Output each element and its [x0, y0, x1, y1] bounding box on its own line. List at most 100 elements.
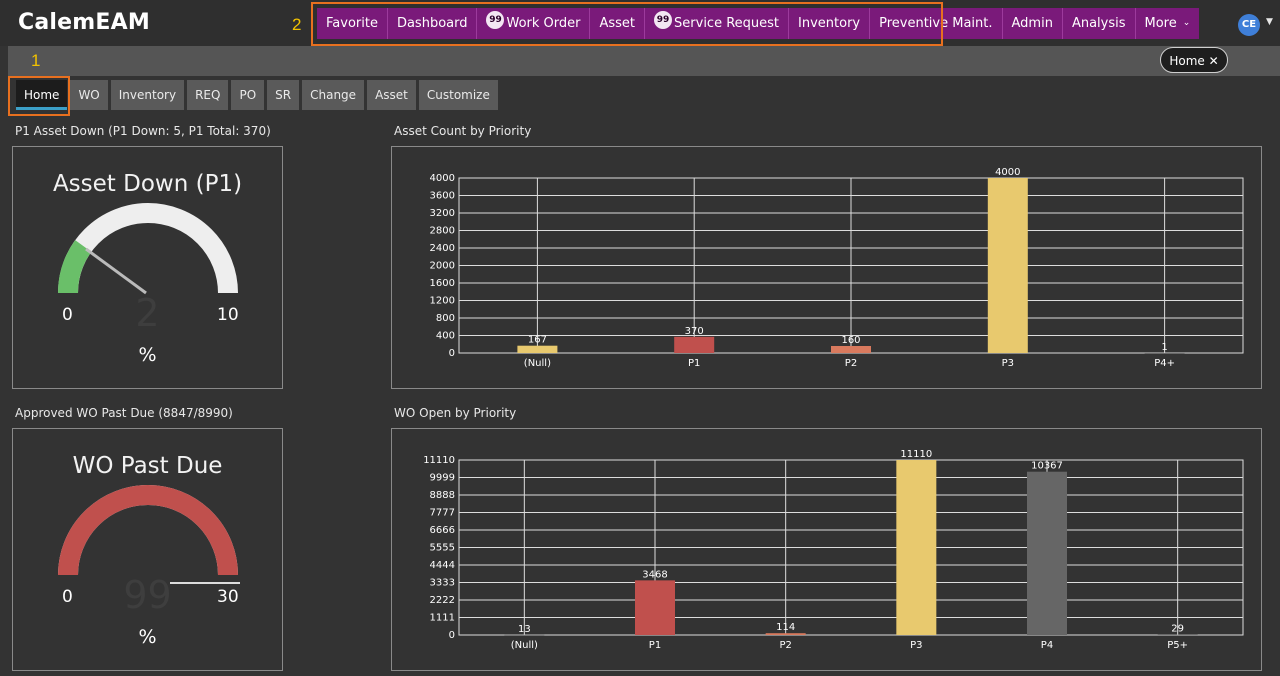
data-label: 29 [1171, 624, 1184, 635]
nav-label: Preventive Maint. [879, 16, 993, 31]
data-label: 3468 [642, 569, 667, 580]
nav-service-request[interactable]: 99 Service Request [645, 8, 790, 39]
bar [504, 634, 545, 636]
nav-label: Work Order [506, 16, 581, 31]
bar [765, 633, 806, 635]
nav-admin[interactable]: Admin [1002, 8, 1063, 39]
y-tick-label: 9999 [430, 473, 455, 484]
gauge-fill [58, 240, 92, 294]
chart-panel-wo-open: 0 1111 2222 3333 4444 5555 6666 7777 8888 9999 111… [391, 428, 1262, 671]
data-label: 370 [685, 326, 704, 337]
x-tick-label: P3 [1002, 358, 1014, 369]
y-tick-label: 5555 [430, 543, 455, 554]
nav-label: Admin [1011, 16, 1053, 31]
y-tick-label: 0 [449, 630, 455, 641]
y-tick-label: 4444 [430, 560, 455, 571]
tab-wo[interactable]: WO [70, 80, 108, 110]
nav-preventive-maint[interactable]: Preventive Maint. [870, 8, 1003, 39]
gauge-min-label: 0 [62, 587, 73, 607]
gauge-panel-wo-past-due: WO Past Due 99 0 30 % [12, 428, 283, 671]
open-tab-label: Home [1169, 54, 1205, 68]
tab-customize[interactable]: Customize [418, 80, 498, 110]
nav-more[interactable]: More ⌄ [1135, 8, 1200, 39]
data-label: 13 [518, 624, 531, 635]
annotation-box-1 [8, 76, 70, 116]
gauge-max-label: 30 [217, 587, 239, 607]
data-label: 1 [1161, 342, 1167, 353]
gauge-title: WO Past Due [72, 453, 223, 479]
y-tick-label: 2800 [430, 226, 455, 237]
nav-label: Dashboard [396, 16, 468, 31]
nav-favorite[interactable]: Favorite [317, 8, 388, 39]
bar [1157, 634, 1198, 636]
x-tick-label: P4+ [1154, 358, 1175, 369]
nav-inventory[interactable]: Inventory [789, 8, 871, 39]
bar [896, 460, 937, 635]
chevron-down-icon: ⌄ [1182, 18, 1191, 28]
x-tick-label: P2 [779, 640, 791, 651]
y-tick-label: 3600 [430, 191, 455, 202]
x-tick-label: P5+ [1167, 640, 1188, 651]
asset-count-chart: 0 400 800 1200 1600 2000 2400 2800 3200 3600 4000 1… [430, 167, 1244, 369]
gauge-needle [85, 247, 147, 295]
y-tick-label: 3333 [430, 578, 455, 589]
x-tick-label: (Null) [511, 640, 538, 651]
x-tick-label: P2 [845, 358, 857, 369]
tab-home[interactable]: Home [16, 80, 68, 110]
bar [987, 178, 1028, 353]
caret-down-icon[interactable]: ▼ [1266, 17, 1273, 27]
open-tabs-bar [8, 46, 1280, 76]
y-tick-label: 1200 [430, 296, 455, 307]
bar [635, 580, 675, 635]
gauge-unit: % [138, 626, 157, 648]
y-tick-label: 4000 [430, 173, 455, 184]
count-badge: 99 [654, 10, 673, 29]
chart2-section-title: WO Open by Priority [394, 406, 517, 420]
nav-work-order[interactable]: 99 Work Order [477, 8, 591, 39]
nav-analysis[interactable]: Analysis [1062, 8, 1136, 39]
y-tick-label: 1600 [430, 278, 455, 289]
y-tick-label: 6666 [430, 525, 455, 536]
gauge-unit: % [138, 344, 157, 366]
data-label: 167 [528, 335, 547, 346]
tab-change[interactable]: Change [302, 80, 365, 110]
gauge-max-label: 10 [217, 305, 239, 325]
tab-po[interactable]: PO [231, 80, 265, 110]
nav-dashboard[interactable]: Dashboard [387, 8, 478, 39]
user-avatar[interactable]: CE [1238, 14, 1260, 36]
chart1-section-title: Asset Count by Priority [394, 124, 532, 138]
y-tick-label: 2400 [430, 243, 455, 254]
annotation-number-1: 1 [31, 51, 41, 70]
tab-inventory[interactable]: Inventory [110, 80, 185, 110]
data-label: 160 [841, 335, 860, 346]
close-icon[interactable]: ✕ [1208, 54, 1219, 68]
x-tick-label: P1 [688, 358, 700, 369]
x-tick-label: P4 [1041, 640, 1053, 651]
tab-req[interactable]: REQ [187, 80, 229, 110]
y-tick-label: 3200 [430, 208, 455, 219]
data-label: 114 [776, 622, 795, 633]
open-tab-home[interactable]: Home ✕ [1160, 47, 1228, 73]
wo-open-chart: 0 1111 2222 3333 4444 5555 6666 7777 8888 9999 111… [423, 449, 1244, 651]
data-label: 4000 [995, 167, 1020, 178]
count-badge: 99 [486, 10, 505, 29]
y-tick-label: 2000 [430, 261, 455, 272]
app-logo[interactable]: CalemEAM [18, 10, 150, 35]
gauge-svg [58, 203, 238, 295]
gauge-panel-asset-down: Asset Down (P1) 2 0 10 % [12, 146, 283, 389]
chart-panel-asset-count: 0 400 800 1200 1600 2000 2400 2800 3200 3600 4000 1… [391, 146, 1262, 389]
gauge2-section-title: Approved WO Past Due (8847/8990) [15, 406, 233, 420]
annotation-box-2 [311, 2, 943, 46]
nav-asset[interactable]: Asset [590, 8, 646, 39]
gauge-min-label: 0 [62, 305, 73, 325]
annotation-number-2: 2 [292, 15, 302, 34]
tab-sr[interactable]: SR [267, 80, 300, 110]
main-nav: Favorite Dashboard 99 Work Order Asset 99… [317, 8, 1200, 39]
nav-label: Service Request [674, 16, 780, 31]
gauge-title: Asset Down (P1) [52, 171, 243, 197]
y-tick-label: 1111 [430, 613, 455, 624]
tab-asset[interactable]: Asset [367, 80, 416, 110]
nav-label: Asset [599, 16, 636, 31]
gauge-value: 2 [135, 291, 160, 335]
y-tick-label: 8888 [430, 490, 455, 501]
